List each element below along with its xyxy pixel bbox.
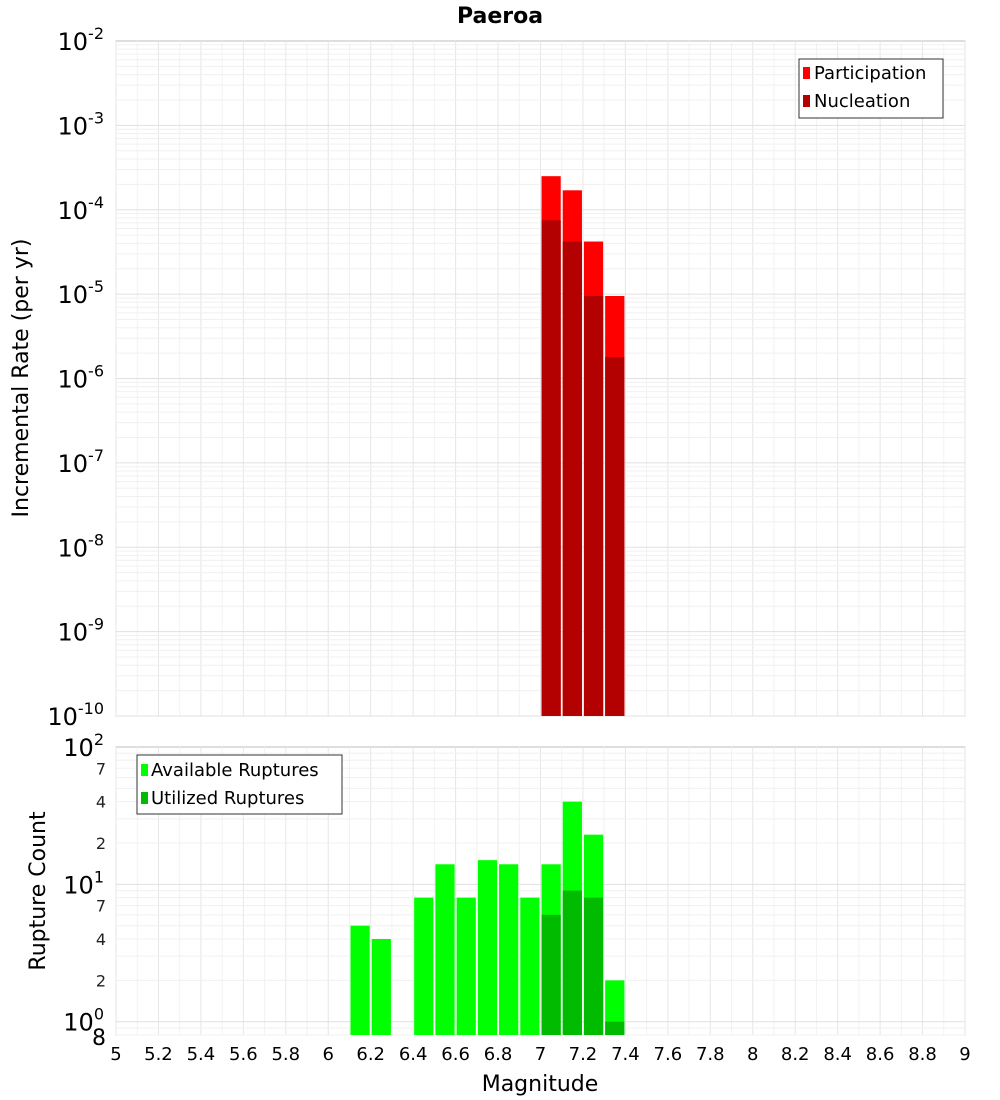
x-ticks: 5 5.2 5.4 5.6 5.8 6 6.2 6.4 6.6 6.8 7 7.2 7.4 7.6 7.8 8… <box>110 1044 970 1065</box>
x-tick-label: 7.6 <box>654 1044 683 1065</box>
top-legend: Participation Nucleation <box>798 58 944 119</box>
available-ruptures-bar <box>350 925 370 1035</box>
x-tick-label: 6.6 <box>441 1044 470 1065</box>
x-tick-label: 9 <box>959 1044 970 1065</box>
bottom-y-tick-label-minor: 4 <box>96 793 106 812</box>
bottom-legend-box <box>136 754 343 815</box>
legend-swatch-available <box>141 764 148 776</box>
bottom-y-tick-label-minor: 2 <box>96 834 106 853</box>
bottom-y-axis-label: Rupture Count <box>26 811 51 971</box>
top-y-tick-label: 10-9 <box>58 615 105 647</box>
top-y-tick-label: 10-10 <box>47 699 104 731</box>
bottom-y-tick-label-minor: 7 <box>96 759 106 778</box>
available-ruptures-bar <box>520 897 540 1035</box>
top-y-tick-label: 10-3 <box>58 108 105 140</box>
bottom-y-tick-label-major: 101 <box>63 867 104 899</box>
top-y-tick-label: 10-8 <box>58 530 105 562</box>
x-tick-label: 6.4 <box>399 1044 428 1065</box>
x-axis-label: Magnitude <box>482 1072 599 1097</box>
top-legend-box <box>798 58 944 119</box>
legend-label-nucleation: Nucleation <box>814 91 910 112</box>
x-tick-label: 6.2 <box>356 1044 385 1065</box>
available-ruptures-bar <box>477 860 498 1035</box>
available-ruptures-bar <box>414 897 434 1035</box>
utilized-ruptures-bar <box>605 1021 625 1035</box>
nucleation-bar <box>562 241 582 717</box>
nucleation-bar <box>541 220 561 717</box>
top-y-axis-label: Incremental Rate (per yr) <box>9 239 34 518</box>
bottom-y-tick-label-minor: 2 <box>96 971 106 990</box>
bottom-y-tick-label-major: 102 <box>63 730 104 762</box>
available-ruptures-bar <box>435 864 455 1035</box>
x-tick-label: 5 <box>110 1044 121 1065</box>
legend-label-utilized: Utilized Ruptures <box>151 788 304 809</box>
legend-swatch-nucleation <box>803 95 810 107</box>
x-tick-label: 5.6 <box>229 1044 258 1065</box>
top-bars <box>541 176 625 717</box>
x-tick-label: 8 <box>747 1044 758 1065</box>
bottom-y-tick-label-minor: 8 <box>92 1026 106 1051</box>
top-y-tick-label: 10-2 <box>58 24 105 56</box>
bottom-y-ticks: 100 101 102 8 2 4 7 2 4 7 <box>63 730 106 1051</box>
chart-title: Paeroa <box>457 4 543 29</box>
utilized-ruptures-bar <box>541 914 561 1035</box>
x-tick-label: 7.4 <box>611 1044 640 1065</box>
x-tick-label: 6.8 <box>484 1044 513 1065</box>
bottom-y-tick-label-minor: 4 <box>96 930 106 949</box>
legend-label-participation: Participation <box>814 63 926 84</box>
legend-swatch-utilized <box>141 792 148 804</box>
top-y-tick-label: 10-7 <box>58 446 105 478</box>
bottom-legend: Available Ruptures Utilized Ruptures <box>136 754 343 815</box>
x-tick-label: 8.4 <box>823 1044 852 1065</box>
bottom-y-tick-label-major: 100 <box>63 1005 104 1037</box>
top-grid <box>115 41 966 717</box>
x-tick-label: 8.2 <box>781 1044 810 1065</box>
nucleation-bar <box>605 356 625 716</box>
x-tick-label: 8.6 <box>866 1044 895 1065</box>
legend-label-available: Available Ruptures <box>151 760 319 781</box>
nucleation-bar <box>583 296 604 716</box>
top-y-ticks: 10-10 10-9 10-8 10-7 10-6 10-5 10-4 10-3 10-2 <box>47 24 104 731</box>
bottom-bars <box>350 801 625 1035</box>
top-y-tick-label: 10-4 <box>58 193 105 225</box>
utilized-ruptures-bar <box>583 897 604 1035</box>
x-tick-label: 5.4 <box>187 1044 216 1065</box>
utilized-ruptures-bar <box>562 890 582 1035</box>
x-tick-label: 7 <box>535 1044 546 1065</box>
x-tick-label: 5.2 <box>144 1044 173 1065</box>
top-y-tick-label: 10-5 <box>58 277 105 309</box>
available-ruptures-bar <box>371 939 391 1035</box>
top-y-tick-label: 10-6 <box>58 362 105 394</box>
legend-swatch-participation <box>803 67 810 79</box>
bottom-y-tick-label-minor: 7 <box>96 897 106 916</box>
x-tick-label: 8.8 <box>908 1044 937 1065</box>
available-ruptures-bar <box>456 897 476 1035</box>
available-ruptures-bar <box>499 864 519 1035</box>
x-tick-label: 5.8 <box>271 1044 300 1065</box>
x-tick-label: 7.2 <box>569 1044 598 1065</box>
x-tick-label: 7.8 <box>696 1044 725 1065</box>
available-ruptures-bar <box>605 980 625 1035</box>
x-tick-label: 6 <box>323 1044 334 1065</box>
